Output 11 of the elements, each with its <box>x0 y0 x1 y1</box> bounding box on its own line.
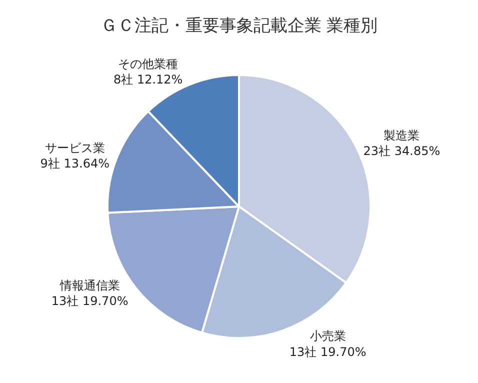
data-label: 9社 13.64% <box>40 156 110 170</box>
data-label: 8社 12.12% <box>114 72 183 86</box>
data-label: 13社 19.70% <box>51 294 128 308</box>
data-label: 23社 34.85% <box>363 144 440 158</box>
slice-label: 情報通信業 <box>58 278 120 293</box>
slice-label: その他業種 <box>118 56 178 71</box>
chart-title: ＧＣ注記・重要事象記載企業 業種別 <box>100 16 378 36</box>
slice-label: 製造業 <box>384 128 420 142</box>
slice-label: 小売業 <box>310 329 346 344</box>
slice-label: サービス業 <box>44 140 105 155</box>
data-label: 13社 19.70% <box>289 344 366 359</box>
